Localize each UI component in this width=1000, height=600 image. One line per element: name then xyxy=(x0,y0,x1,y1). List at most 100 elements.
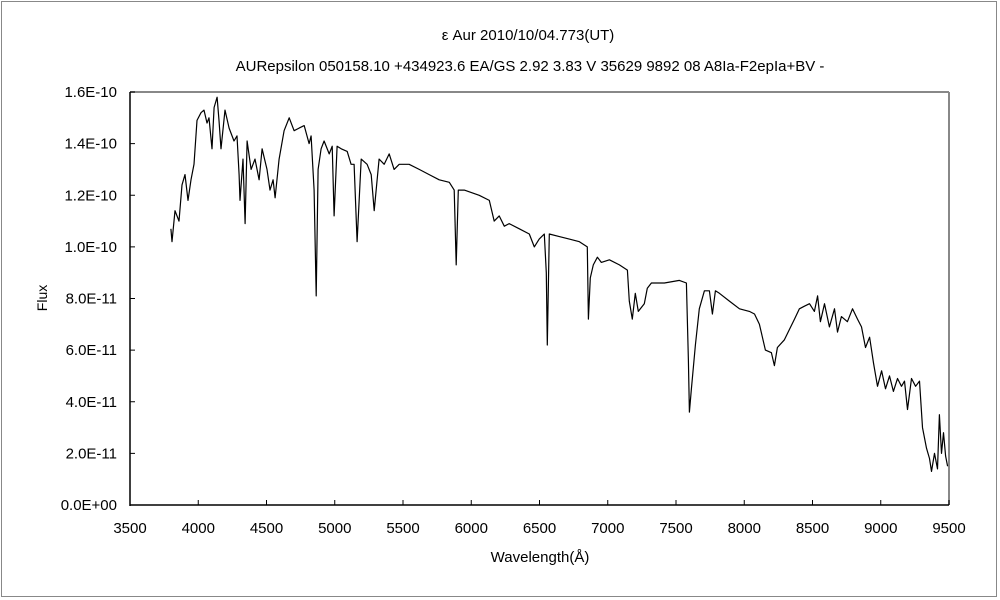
data-point xyxy=(273,179,274,180)
data-point xyxy=(299,128,300,129)
data-point xyxy=(852,308,853,309)
data-point xyxy=(664,283,665,284)
data-point xyxy=(409,164,410,165)
data-point xyxy=(804,306,805,307)
data-point xyxy=(759,324,760,325)
data-point xyxy=(389,153,390,154)
data-point xyxy=(499,215,500,216)
data-point xyxy=(185,174,186,175)
data-point xyxy=(456,264,457,265)
data-point xyxy=(251,169,252,170)
data-point xyxy=(240,200,241,201)
data-point xyxy=(534,246,535,247)
data-point xyxy=(704,290,705,291)
data-point xyxy=(919,381,920,382)
data-point xyxy=(651,283,652,284)
data-point xyxy=(239,174,240,175)
data-point xyxy=(357,241,358,242)
x-tick-label: 8500 xyxy=(796,520,829,537)
data-point xyxy=(494,221,495,222)
data-point xyxy=(172,241,173,242)
data-point xyxy=(609,259,610,260)
data-point xyxy=(439,179,440,180)
data-point xyxy=(229,128,230,129)
data-point xyxy=(332,146,333,147)
x-tick-label: 3500 xyxy=(113,520,146,537)
data-point xyxy=(206,122,207,123)
data-point xyxy=(309,143,310,144)
data-point xyxy=(712,313,713,314)
data-point xyxy=(247,141,248,142)
data-point xyxy=(777,347,778,348)
data-point xyxy=(429,174,430,175)
data-point xyxy=(889,375,890,376)
x-tick-label: 5500 xyxy=(386,520,419,537)
data-point xyxy=(188,200,189,201)
data-point xyxy=(549,233,550,234)
data-point xyxy=(588,319,589,320)
data-point xyxy=(547,344,548,345)
data-point xyxy=(399,164,400,165)
data-point xyxy=(218,120,219,121)
data-point xyxy=(638,311,639,312)
x-tick-label: 8000 xyxy=(728,520,761,537)
data-point xyxy=(454,190,455,191)
data-point xyxy=(539,239,540,240)
x-tick-label: 9000 xyxy=(864,520,897,537)
data-point xyxy=(262,148,263,149)
x-tick-label: 4000 xyxy=(182,520,215,537)
data-point xyxy=(627,270,628,271)
y-tick-label: 1.6E-10 xyxy=(64,84,117,101)
data-point xyxy=(841,316,842,317)
data-point xyxy=(194,164,195,165)
data-point xyxy=(939,414,940,415)
data-point xyxy=(191,179,192,180)
data-point xyxy=(504,226,505,227)
data-point xyxy=(209,117,210,118)
data-point xyxy=(367,164,368,165)
data-point xyxy=(259,179,260,180)
data-point xyxy=(569,239,570,240)
data-point xyxy=(911,378,912,379)
data-point xyxy=(837,332,838,333)
y-tick-label: 6.0E-11 xyxy=(66,342,117,359)
data-point xyxy=(182,184,183,185)
data-point xyxy=(304,125,305,126)
data-point xyxy=(175,210,176,211)
y-tick-label: 8.0E-11 xyxy=(66,291,117,308)
y-tick-label: 0.0E+00 xyxy=(61,497,117,514)
data-point xyxy=(729,301,730,302)
data-point xyxy=(774,365,775,366)
data-point xyxy=(587,246,588,247)
data-point xyxy=(179,221,180,222)
data-point xyxy=(243,159,244,160)
x-tick-label: 6500 xyxy=(523,520,556,537)
data-point xyxy=(619,264,620,265)
data-point xyxy=(754,313,755,314)
y-tick-label: 4.0E-11 xyxy=(66,394,117,411)
data-point xyxy=(479,195,480,196)
chart-title: ε Aur 2010/10/04.773(UT) xyxy=(442,27,615,44)
data-point xyxy=(679,280,680,281)
data-point xyxy=(601,262,602,263)
data-point xyxy=(334,215,335,216)
data-point xyxy=(915,386,916,387)
data-point xyxy=(824,303,825,304)
data-point xyxy=(318,169,319,170)
data-point xyxy=(934,453,935,454)
data-point xyxy=(765,350,766,351)
data-point xyxy=(893,391,894,392)
data-point xyxy=(267,169,268,170)
data-point xyxy=(294,130,295,131)
data-point xyxy=(546,272,547,273)
data-point xyxy=(926,448,927,449)
data-point xyxy=(644,303,645,304)
data-point xyxy=(221,148,222,149)
data-point xyxy=(579,241,580,242)
data-point xyxy=(593,264,594,265)
data-point xyxy=(865,347,866,348)
data-point xyxy=(200,112,201,113)
x-axis-label: Wavelength(Å) xyxy=(491,549,590,566)
